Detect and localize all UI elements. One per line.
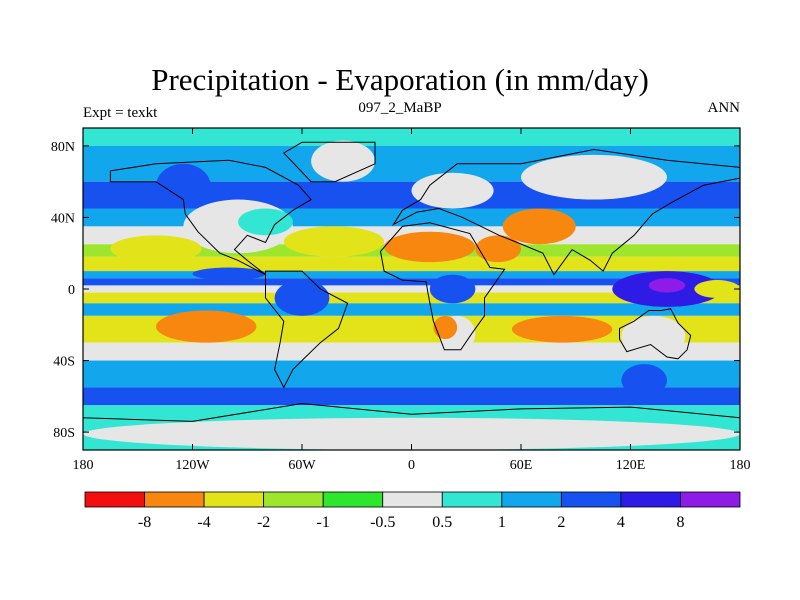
field-region-antarctica	[83, 417, 740, 450]
field-band-13	[83, 342, 740, 361]
colorbar-label: -1	[317, 514, 330, 531]
y-axis: 80N 40N 0 40S 80S	[51, 140, 740, 441]
field-region-central-asia	[502, 208, 576, 245]
field-region-europe	[411, 172, 494, 209]
y-tick-label: 80N	[51, 140, 75, 155]
coastline-0	[109, 159, 312, 276]
field-region-sahara	[384, 231, 476, 263]
field-region-e-pacific-itcz	[192, 267, 266, 281]
colorbar-swatch-4	[322, 491, 384, 508]
colorbar-swatch-7	[501, 491, 562, 508]
colorbar-swatch-0	[84, 491, 145, 508]
colorbar-label: 0.5	[432, 514, 452, 531]
chart-title: Precipitation - Evaporation (in mm/day)	[151, 62, 649, 97]
field-region-e-pacific-dry	[694, 280, 740, 298]
x-tick-label: 180	[73, 458, 94, 473]
x-tick-label: 120W	[175, 458, 210, 473]
field-region-australia-south-wet	[621, 364, 667, 397]
field-region-wp-core	[648, 278, 686, 293]
coastline-1	[265, 270, 349, 389]
case-label: 097_2_MaBP	[358, 100, 442, 116]
field-region-east-na-moist	[238, 208, 293, 236]
field-region-se-pacific-dry	[156, 310, 257, 343]
field-region-australia	[621, 315, 686, 357]
field-band-10	[83, 292, 740, 304]
colorbar-swatch-9	[620, 491, 681, 508]
colorbar-swatch-8	[560, 491, 622, 508]
x-axis: 180 120W 60W 0 60E 120E 180	[73, 128, 751, 473]
field-band-3	[83, 208, 740, 227]
y-tick-label: 40N	[51, 211, 75, 226]
field-region-south-america-wet	[274, 280, 330, 316]
colorbar-label: -0.5	[370, 514, 395, 531]
field-band-9	[83, 285, 740, 293]
field-band-11	[83, 303, 740, 316]
map-field	[83, 128, 740, 450]
colorbar-label: 1	[498, 514, 506, 531]
field-region-siberia	[521, 154, 667, 200]
y-tick-label: 80S	[53, 426, 75, 441]
field-region-n-pacific-dry	[110, 235, 202, 263]
experiment-label: Expt = texkt	[83, 105, 158, 121]
coastline-2	[379, 222, 506, 351]
colorbar-label: -8	[138, 514, 151, 531]
colorbar-swatch-5	[382, 491, 443, 508]
x-tick-label: 0	[408, 458, 415, 473]
colorbar-swatch-10	[680, 491, 741, 508]
field-region-greenland	[311, 140, 375, 182]
field-region-s-africa-dry	[433, 315, 458, 340]
colorbar-label: -4	[197, 514, 210, 531]
colorbar-label: 8	[676, 514, 684, 531]
field-band-0	[83, 128, 740, 146]
colorbar-label: 2	[557, 514, 565, 531]
colorbar-label: 4	[617, 514, 625, 531]
field-region-north-america-wet	[156, 163, 211, 209]
colorbar-swatch-6	[441, 491, 503, 508]
colorbar: -8 -4 -2 -1 -0.5 0.5 1 2 4 8	[84, 491, 741, 531]
field-band-15	[83, 387, 740, 406]
coastline-3	[391, 148, 740, 276]
coastlines	[83, 141, 740, 450]
x-tick-label: 120E	[616, 458, 646, 473]
field-region-arabia	[475, 235, 521, 263]
field-band-8	[83, 278, 740, 286]
colorbar-label: -2	[257, 514, 270, 531]
field-band-7	[83, 271, 740, 279]
field-region-central-africa-wet	[429, 274, 476, 304]
x-tick-label: 60E	[510, 458, 533, 473]
colorbar-swatch-3	[263, 491, 324, 508]
x-tick-label: 180	[730, 458, 751, 473]
y-tick-label: 0	[68, 283, 75, 298]
field-region-n-atlantic-dry	[283, 226, 385, 257]
x-tick-label: 60W	[288, 458, 316, 473]
coastline-6	[83, 402, 740, 450]
y-tick-label: 40S	[53, 355, 75, 370]
coastline-5	[283, 141, 376, 183]
season-label: ANN	[707, 100, 741, 116]
field-region-indian-ocean-dry	[511, 315, 613, 343]
coastline-4	[619, 308, 692, 360]
colorbar-swatch-1	[144, 491, 205, 508]
colorbar-swatch-2	[203, 491, 265, 508]
